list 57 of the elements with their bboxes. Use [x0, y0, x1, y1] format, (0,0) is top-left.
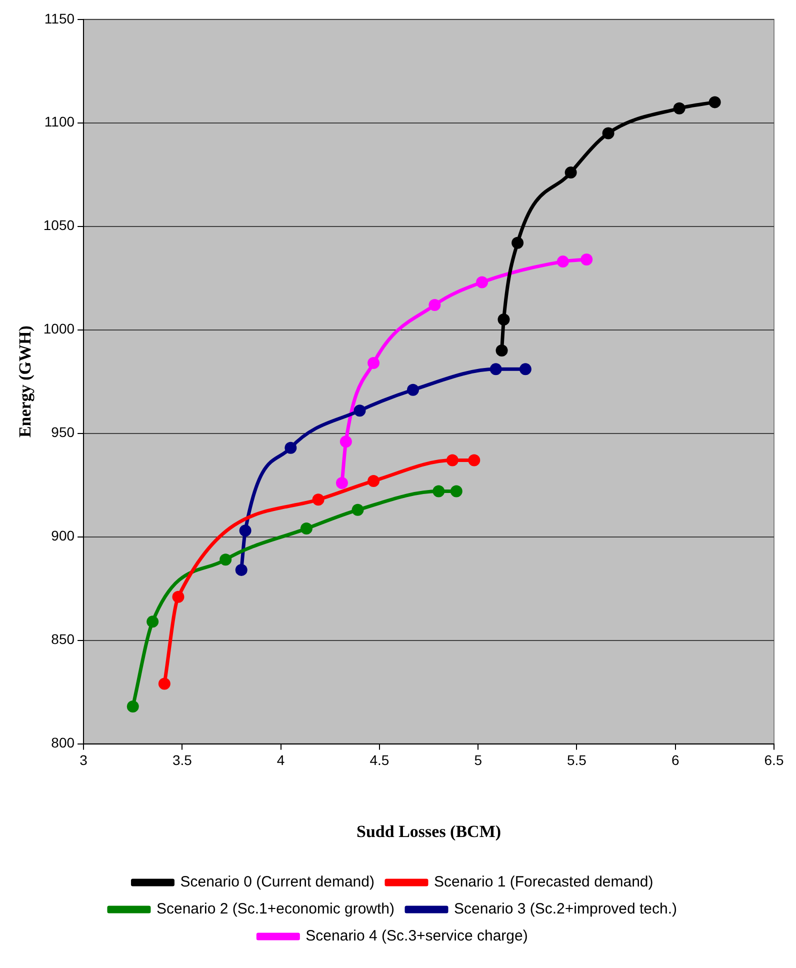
- y-tick-label: 950: [51, 424, 75, 440]
- point: [312, 494, 324, 506]
- x-axis-title: Sudd Losses (BCM): [356, 822, 502, 842]
- point: [476, 276, 488, 288]
- point: [446, 454, 458, 466]
- y-tick-label: 900: [51, 528, 75, 544]
- point: [580, 253, 593, 266]
- y-tick-label: 1100: [44, 114, 75, 130]
- x-tick-label: 6.5: [764, 752, 784, 768]
- point: [406, 384, 419, 396]
- point: [336, 477, 348, 490]
- point: [512, 236, 524, 249]
- point: [368, 356, 380, 369]
- point: [235, 564, 248, 576]
- point: [602, 127, 614, 140]
- point: [432, 485, 445, 498]
- point: [352, 504, 364, 516]
- point: [354, 404, 366, 417]
- legend-label: Scenario 0 (Current demand): [180, 874, 374, 891]
- x-tick-label: 4: [276, 752, 285, 768]
- x-tick-label: 5.5: [566, 752, 587, 768]
- point: [300, 522, 312, 535]
- point: [146, 616, 159, 628]
- legend-label: Scenario 4 (Sc.3+service charge): [306, 928, 528, 945]
- point: [158, 678, 170, 690]
- point: [673, 102, 686, 114]
- point: [450, 485, 462, 498]
- y-tick-label: 1050: [43, 217, 75, 234]
- point: [496, 344, 508, 357]
- point: [708, 96, 721, 108]
- point: [284, 442, 297, 454]
- point: [428, 299, 441, 312]
- y-tick-label: 800: [51, 734, 75, 751]
- point: [220, 554, 232, 566]
- legend-label: Scenario 2 (Sc.1+economic growth): [156, 900, 395, 918]
- point: [340, 436, 352, 448]
- x-tick-label: 3.5: [172, 752, 192, 768]
- point: [239, 524, 252, 537]
- legend-label: Scenario 1 (Forecasted demand): [434, 874, 654, 891]
- point: [498, 314, 510, 326]
- y-axis-title: Energy (GWH): [16, 326, 35, 438]
- point: [490, 363, 502, 376]
- y-tick-label: 1150: [44, 10, 75, 26]
- y-tick-label: 850: [51, 631, 75, 648]
- point: [126, 700, 139, 713]
- x-tick-label: 5: [474, 752, 482, 768]
- point: [556, 256, 569, 268]
- point: [468, 454, 480, 466]
- x-tick-label: 6: [671, 752, 680, 768]
- point: [519, 363, 532, 376]
- point: [564, 166, 577, 179]
- x-tick-label: 4.5: [370, 752, 390, 768]
- y-tick-label: 1000: [43, 320, 75, 337]
- point: [368, 474, 380, 487]
- legend-label: Scenario 3 (Sc.2+improved tech.): [454, 900, 678, 918]
- point: [172, 590, 184, 603]
- x-tick-label: 3: [80, 752, 88, 768]
